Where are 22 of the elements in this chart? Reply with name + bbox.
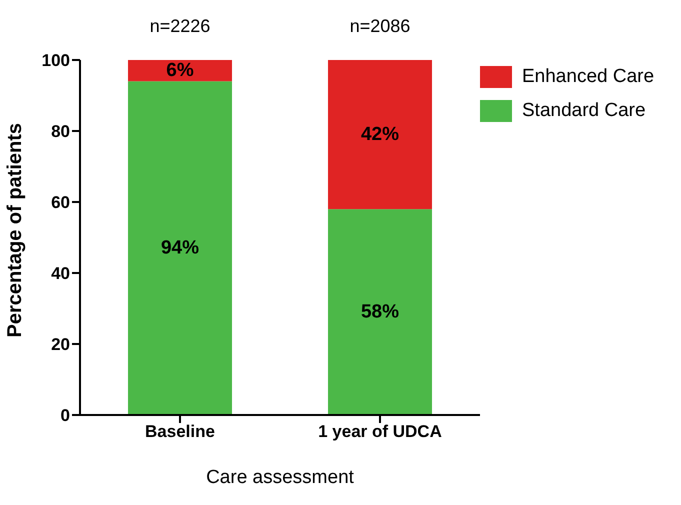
data-label: 6%	[166, 60, 194, 82]
text: n=2226	[150, 16, 210, 36]
y-axis-title: Percentage of patients	[4, 122, 26, 338]
text: n=2086	[350, 16, 410, 36]
y-tick-label: 80	[51, 122, 70, 142]
y-tick-label: 40	[51, 264, 70, 284]
x-axis-title: Care assessment	[206, 467, 355, 488]
bar	[328, 60, 432, 210]
bar	[128, 81, 232, 415]
y-tick-label: 20	[51, 335, 70, 354]
bar	[328, 209, 432, 415]
legend-label: Enhanced Care	[522, 66, 654, 88]
data-label: 94%	[160, 238, 200, 259]
legend-label: Standard Care	[522, 100, 646, 122]
y-tick-label: 60	[51, 193, 70, 212]
data-label: 42%	[360, 124, 400, 146]
y-tick-label: 0	[60, 406, 70, 426]
bar	[128, 60, 232, 82]
data-label: 58%	[360, 302, 400, 323]
y-tick-label: 100	[42, 51, 70, 70]
x-tick-label: Baseline	[145, 422, 215, 442]
x-tick-label: 1 year of UDCA	[318, 422, 442, 442]
